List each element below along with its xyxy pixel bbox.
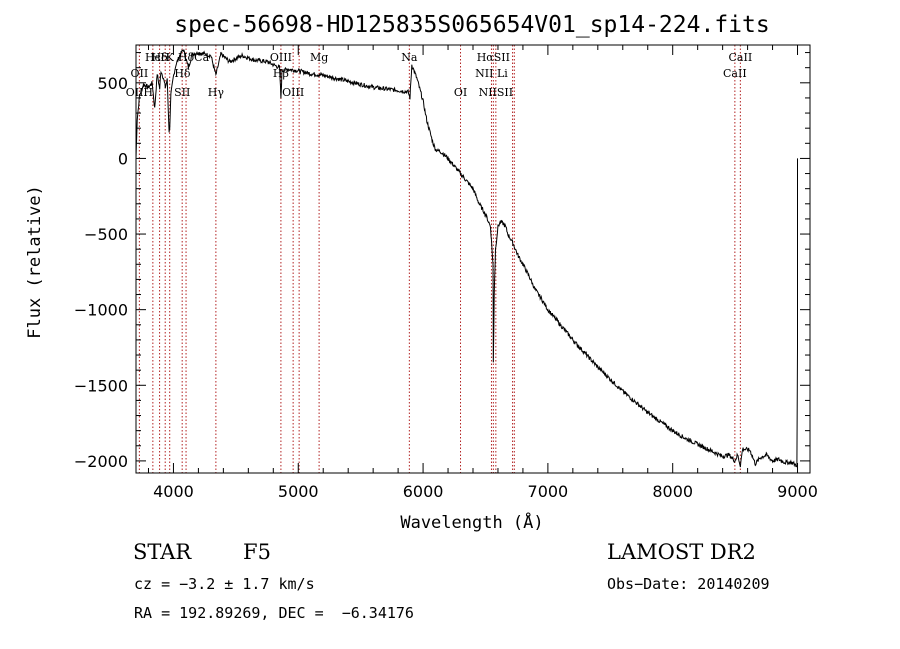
x-tick-label: 6000	[403, 482, 444, 501]
y-tick-label: 500	[97, 74, 128, 93]
spectral-line-label: Hδ	[151, 51, 168, 64]
object-class: STAR	[133, 540, 192, 564]
spectral-line-label: OIII	[270, 51, 292, 64]
spectrum-line	[135, 48, 798, 468]
spectral-line-label: Hϵ	[145, 51, 161, 64]
x-tick-label: 9000	[777, 482, 818, 501]
y-tick-label: −1500	[74, 376, 128, 395]
spectral-line-label: CaII	[729, 51, 753, 64]
y-tick-label: −1000	[74, 301, 128, 320]
spectral-line-label: OIIH	[126, 86, 153, 99]
spectral-line-label: Hδ	[178, 51, 195, 64]
y-axis-label: Flux (relative)	[25, 185, 45, 339]
x-tick-label: 5000	[278, 482, 319, 501]
spectral-line-label: Ca	[194, 51, 209, 64]
spectral-line-label: NIISII	[479, 86, 514, 99]
redshift-text: cz = −3.2 ± 1.7 km/s	[134, 575, 315, 593]
spectral-line-label: Na	[401, 51, 418, 64]
spectral-line-label: NII Li	[475, 67, 508, 80]
object-subclass: F5	[243, 540, 271, 564]
survey-name: LAMOST DR2	[607, 540, 756, 564]
plot-frame	[135, 44, 811, 474]
chart-title: spec-56698-HD125835S065654V01_sp14-224.f…	[174, 12, 769, 38]
obs-date-text: Obs−Date: 20140209	[607, 575, 770, 593]
spectral-line-label: Hδ	[174, 67, 191, 80]
spectral-line-label: Hγ	[208, 86, 225, 99]
y-tick-label: −500	[84, 225, 128, 244]
y-tick-label: −2000	[74, 452, 128, 471]
spectral-line-label: K	[166, 51, 175, 64]
spectral-line-label: Mg	[310, 51, 328, 64]
x-axis-label: Wavelength (Å)	[400, 511, 543, 533]
spectral-line-label: SII	[174, 86, 190, 99]
y-tick-label: 0	[118, 149, 128, 168]
spectral-line-label: H	[160, 51, 170, 64]
x-tick-label: 8000	[652, 482, 693, 501]
spectral-line-label: HαSII	[477, 51, 510, 64]
spectral-line-label: OI	[454, 86, 467, 99]
x-tick-label: 4000	[153, 482, 194, 501]
x-tick-label: 7000	[528, 482, 569, 501]
spectral-line-label: Hβ	[273, 67, 289, 80]
spectral-line-label: OII	[131, 67, 149, 80]
spectral-line-label: OIII	[282, 86, 304, 99]
coordinates-text: RA = 192.89269, DEC = −6.34176	[134, 604, 414, 622]
spectral-line-label: CaII	[723, 67, 747, 80]
